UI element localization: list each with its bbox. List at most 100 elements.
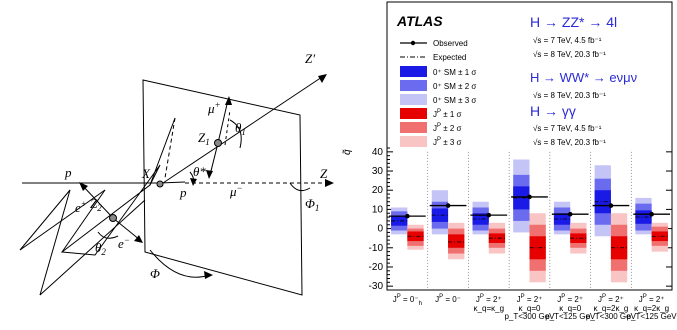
sm-1sigma-band [594,190,611,214]
y-tick-label: 0 [377,224,383,235]
x-tick-sublabel: κ_q=κ_g [474,304,504,313]
mu-minus-line [209,142,219,176]
label-z-prime: Z′ [305,51,315,66]
legend-observed-marker [410,40,416,46]
y-tick-label: -20 [369,262,384,273]
z2-decay-plane-edge [61,189,106,253]
alt-1sigma-band [407,231,424,242]
z1-vertex [214,139,222,147]
label-mu-minus: μ− [229,183,243,199]
bands [391,159,668,283]
legend-alt1-swatch [400,108,427,119]
theta-star-arrowhead [190,178,197,186]
x-tick-sublabel: κ_q=0 [518,304,541,313]
channel-gg-title: H → γγ [530,103,576,119]
y-tick-label: -30 [369,281,384,292]
observed-point [445,203,451,208]
label-e-plus: e+ [75,199,87,215]
z2-plane-upper [149,117,176,186]
channel-labels: H → ZZ* → 4l √s = 7 TeV, 4.5 fb⁻¹ √s = 8… [530,14,637,147]
legend: Observed Expected 0⁺ SM ± 1 σ 0⁺ SM ± 2 … [400,39,476,147]
x-tick-sublabel-2: p_T<125 GeV [545,312,596,321]
label-x: X [141,166,151,181]
observed-point [405,213,410,219]
mu-plus-line [217,99,229,144]
channel-ww-lumi8: √s = 8 TeV, 20.3 fb⁻¹ [533,91,606,100]
y-tick-label: -10 [369,243,384,254]
channel-gg-lumi7: √s = 7 TeV, 4.5 fb⁻¹ [533,124,602,133]
sm-1sigma-band [553,213,571,225]
alt-1sigma-band [570,233,587,243]
z-prime-axis [159,74,326,186]
legend-alt3-label: JP ± 3 σ [433,137,462,147]
category-separators [427,151,632,290]
p-right-line [159,181,186,184]
x-axis-labels: JP = 0⁻h JP = 0⁻ JP = 2⁺κ_q=κ_gJP = 2⁺κ_q=… [393,294,677,321]
observed-point [608,203,614,208]
legend-sm3-swatch [400,94,427,105]
y-axis-label: q̃ [342,149,353,155]
legend-sm1-label: 0⁺ SM ± 1 σ [433,68,476,77]
theta1-arc [229,119,242,149]
label-phi1: Φ1 [305,196,319,213]
left-plane-outline-2 [39,199,146,296]
e-minus-line [112,217,141,241]
label-e-minus: e− [118,235,130,251]
z-axis-arrowhead [325,179,334,187]
phi1-arc [289,182,311,192]
x-tick-label: JP = 2⁺ [517,294,543,304]
plot-frame [386,1,673,291]
x-tick-label: JP = 2⁺ [476,294,502,304]
mu-plus-arrowhead [225,96,232,105]
x-tick-label: JP = 0⁻h [393,294,422,307]
label-phi: Φ [150,266,160,281]
theta2-arc [97,231,119,239]
channel-ww-title: H → WW* → eνμν [530,70,637,85]
y-axis: -30 -20 -10 0 10 20 30 40 [369,147,672,292]
sm-1sigma-band [472,213,489,225]
x-tick-label: JP = 2⁺ [639,294,665,304]
label-z2: Z2 [90,196,102,213]
channel-zz-lumi7: √s = 7 TeV, 4.5 fb⁻¹ [533,36,602,45]
spin-parity-chart: ATLAS Observed Expected 0⁺ SM ± 1 σ 0⁺ S… [342,1,677,321]
expected-lines [391,197,668,249]
alt-1sigma-band [610,236,628,260]
label-z1: Z1 [198,130,210,147]
x-tick-label: JP = 2⁺ [598,294,624,304]
legend-observed-label: Observed [433,39,468,48]
sm-1sigma-band [431,208,449,222]
y-tick-label: 30 [372,166,384,177]
sm-1sigma-band [513,186,530,210]
x-tick-label: JP = 2⁺ [557,294,583,304]
angle-diagram: p p X Z Z′ Z1 Z2 μ+ μ− e+ e− θ1 θ2 θ* Φ … [19,51,334,296]
z2-decay-plane [60,164,161,256]
x-tick-sublabel-2: p_T<300 GeV [586,312,637,321]
channel-zz-lumi8: √s = 8 TeV, 20.3 fb⁻¹ [533,50,606,59]
legend-alt2-swatch [400,122,427,133]
phi-arc-arrowhead [204,271,213,279]
label-z-axis: Z [320,166,328,181]
z1-decay-plane [142,79,303,296]
legend-alt1-label: JP ± 1 σ [433,109,462,119]
observed-point [486,212,492,218]
experiment-label: ATLAS [396,13,443,29]
y-tick-label: 10 [372,204,384,215]
channel-zz-title: H → ZZ* → 4l [530,14,617,30]
observed-point [527,194,532,200]
y-tick-label: 40 [372,147,384,158]
legend-alt2-label: JP ± 2 σ [433,123,462,133]
label-p-right: p [179,185,187,200]
sm-1sigma-band [391,216,408,226]
y-tick-label: 20 [372,185,384,196]
z2-vertex [109,214,117,222]
legend-sm2-swatch [400,80,427,91]
legend-sm3-label: 0⁺ SM ± 3 σ [433,96,476,105]
e-plus-line [81,184,114,219]
legend-expected-label: Expected [433,53,466,62]
legend-sm2-label: 0⁺ SM ± 2 σ [433,82,476,91]
x-tick-sublabel: κ_q=2κ_g [634,304,669,313]
alt-1sigma-band [488,233,506,243]
observed-values [389,194,670,219]
mu-minus-arrowhead [206,170,213,179]
x-tick-sublabel: κ_q=2κ_g [593,304,628,313]
